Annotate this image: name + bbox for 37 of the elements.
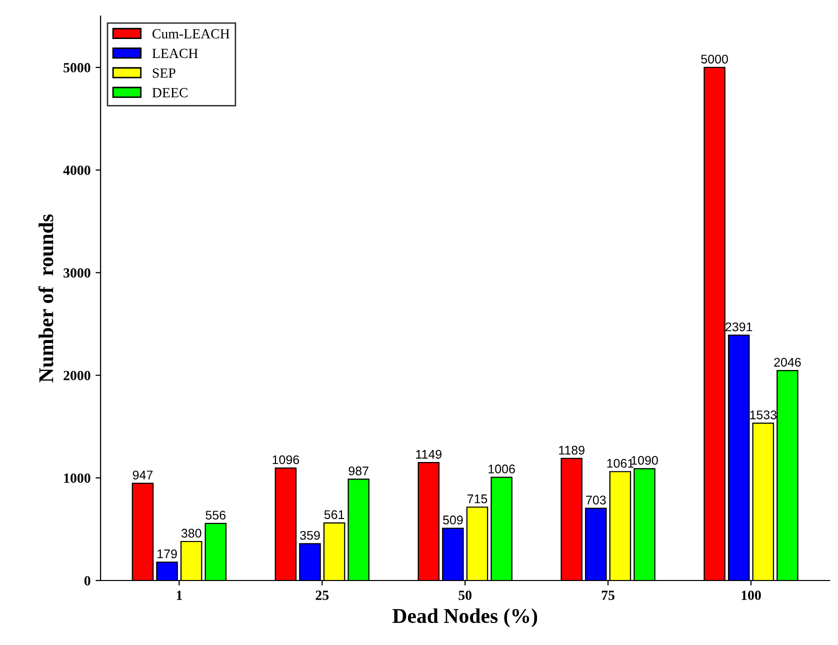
data-label: 703: [586, 496, 606, 505]
legend-label: Cum-LEACH: [152, 29, 230, 38]
x-axis-title: Dead Nodes (%): [392, 608, 538, 628]
y-tick-label: 2000: [64, 370, 90, 380]
data-label: 380: [181, 528, 202, 538]
data-label: 1189: [559, 446, 584, 455]
data-label: 179: [158, 549, 177, 558]
data-label: 509: [443, 516, 463, 524]
y-tick-label: 1000: [64, 473, 90, 483]
data-label: 1090: [632, 456, 658, 465]
x-tick-label: 75: [602, 590, 614, 600]
data-label: 947: [132, 470, 153, 480]
y-tick-label: 4000: [63, 166, 90, 175]
data-label: 715: [467, 494, 488, 504]
data-label: 556: [206, 510, 226, 520]
legend-label: DEEC: [152, 88, 188, 98]
data-label: 2046: [774, 358, 801, 367]
x-tick-label: 25: [316, 590, 329, 600]
data-label: 561: [324, 510, 344, 520]
data-label: 2391: [726, 322, 752, 332]
data-label: 359: [300, 530, 320, 540]
data-label: 1149: [416, 450, 442, 459]
x-tick-label: 100: [742, 590, 761, 600]
x-tick-label: 1: [176, 590, 182, 600]
legend-label: SEP: [152, 68, 176, 78]
legend-label: LEACH: [152, 48, 198, 58]
x-tick-label: 50: [458, 590, 472, 600]
y-tick-label: 5000: [64, 63, 90, 72]
data-label: 987: [348, 466, 368, 476]
data-label: 1006: [488, 464, 515, 474]
y-axis-title: Number of rounds: [38, 214, 54, 382]
y-tick-label: 3000: [64, 268, 90, 278]
data-label: 1533: [750, 410, 777, 420]
data-label: 1096: [272, 455, 300, 464]
y-tick-label: 0: [84, 576, 90, 586]
data-label: 5000: [701, 54, 728, 64]
data-label: 1061: [607, 458, 634, 468]
